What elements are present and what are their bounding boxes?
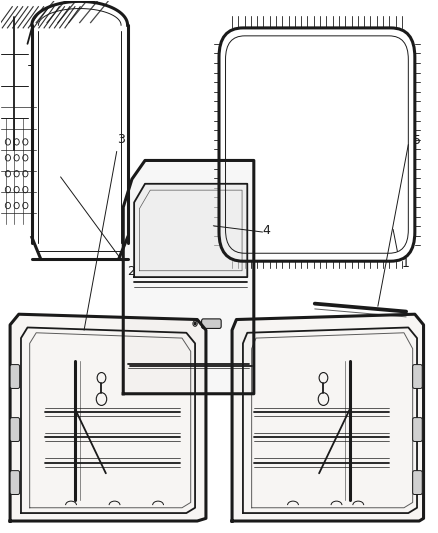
Text: 5: 5 — [413, 134, 420, 147]
FancyBboxPatch shape — [201, 319, 221, 328]
FancyBboxPatch shape — [10, 365, 20, 389]
Polygon shape — [123, 160, 254, 394]
Polygon shape — [134, 184, 247, 277]
FancyBboxPatch shape — [413, 365, 422, 389]
Polygon shape — [232, 314, 424, 521]
FancyBboxPatch shape — [413, 471, 422, 495]
Text: 3: 3 — [117, 133, 124, 146]
FancyBboxPatch shape — [10, 471, 20, 495]
Text: 2: 2 — [127, 265, 135, 278]
Polygon shape — [10, 314, 206, 521]
Circle shape — [194, 322, 196, 325]
FancyBboxPatch shape — [10, 418, 20, 441]
Text: 1: 1 — [402, 257, 410, 270]
Text: 4: 4 — [262, 224, 270, 237]
FancyBboxPatch shape — [413, 418, 422, 441]
